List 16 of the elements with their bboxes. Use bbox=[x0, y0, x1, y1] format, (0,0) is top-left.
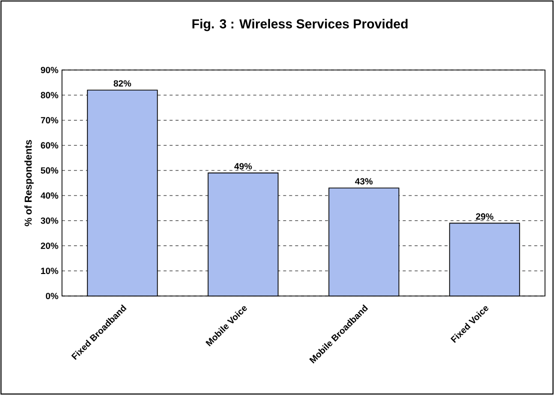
y-tick-label: 0% bbox=[46, 292, 58, 300]
data-label: 29% bbox=[476, 213, 494, 220]
y-tick-label: 10% bbox=[41, 268, 58, 274]
data-label: 82% bbox=[114, 80, 132, 87]
y-tick-label: 90% bbox=[40, 66, 58, 74]
chart-title: Fig. 3 : Wireless Services Provided bbox=[192, 18, 408, 32]
y-axis-title: % of Respondents bbox=[24, 140, 34, 226]
y-tick-label: 40% bbox=[40, 192, 58, 199]
y-tick-label: 50% bbox=[40, 167, 58, 174]
data-label: 49% bbox=[234, 163, 252, 170]
data-label: 43% bbox=[355, 178, 373, 184]
y-tick-label: 60% bbox=[40, 142, 58, 149]
y-tick-label: 20% bbox=[40, 242, 58, 249]
y-tick-label: 80% bbox=[40, 92, 58, 98]
y-tick-label: 70% bbox=[40, 117, 58, 124]
y-tick-label: 30% bbox=[40, 217, 58, 224]
